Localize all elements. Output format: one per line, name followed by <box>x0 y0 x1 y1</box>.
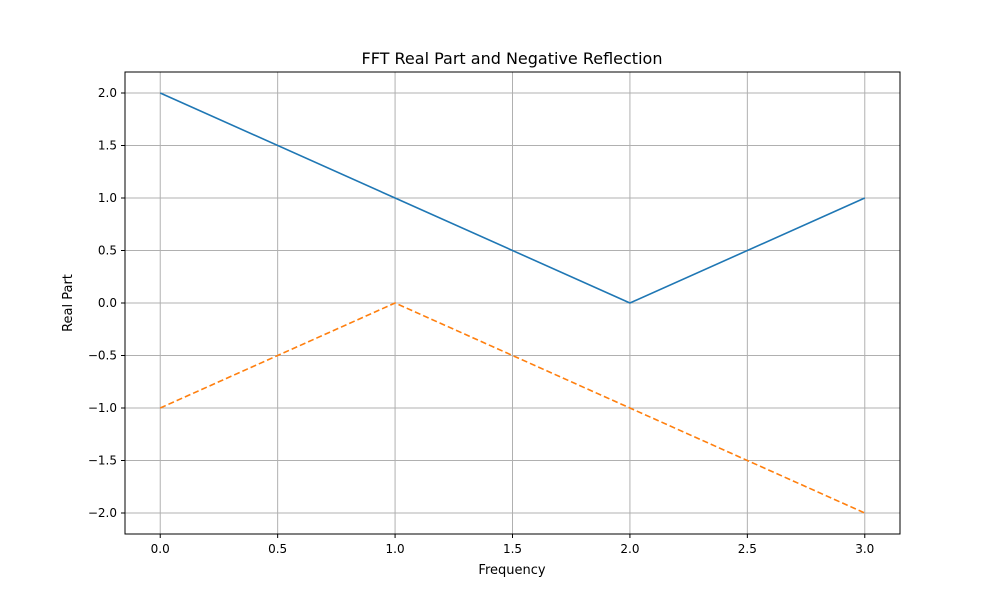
y-tick-label: 0.5 <box>98 244 117 258</box>
series-line-2 <box>159 302 866 514</box>
y-tick-label: 1.0 <box>98 191 117 205</box>
x-axis-label: Frequency <box>478 563 545 578</box>
y-tick-label: −0.5 <box>88 349 117 363</box>
y-tick-label: −2.0 <box>88 506 117 520</box>
chart-title: FFT Real Part and Negative Reflection <box>362 49 663 68</box>
x-tick-label: 0.5 <box>268 542 287 556</box>
x-tick-label: 2.5 <box>738 542 757 556</box>
series-line-1 <box>159 92 866 304</box>
x-tick-label: 1.0 <box>386 542 405 556</box>
x-tick-label: 3.0 <box>855 542 874 556</box>
x-tick-label: 1.5 <box>503 542 522 556</box>
ticks: 0.0 0.5 1.0 1.5 2.0 2.5 3.0 −2.0 −1.5 −1.0 −0.5 0.0… <box>88 86 874 556</box>
series-layer <box>159 92 866 514</box>
y-axis-label: Real Part <box>61 274 76 332</box>
y-tick-label: −1.5 <box>88 454 117 468</box>
y-tick-label: −1.0 <box>88 401 117 415</box>
x-tick-label: 2.0 <box>620 542 639 556</box>
grid <box>125 72 900 534</box>
y-tick-label: 1.5 <box>98 139 117 153</box>
y-tick-label: 2.0 <box>98 86 117 100</box>
x-tick-label: 0.0 <box>151 542 170 556</box>
y-tick-label: 0.0 <box>98 296 117 310</box>
